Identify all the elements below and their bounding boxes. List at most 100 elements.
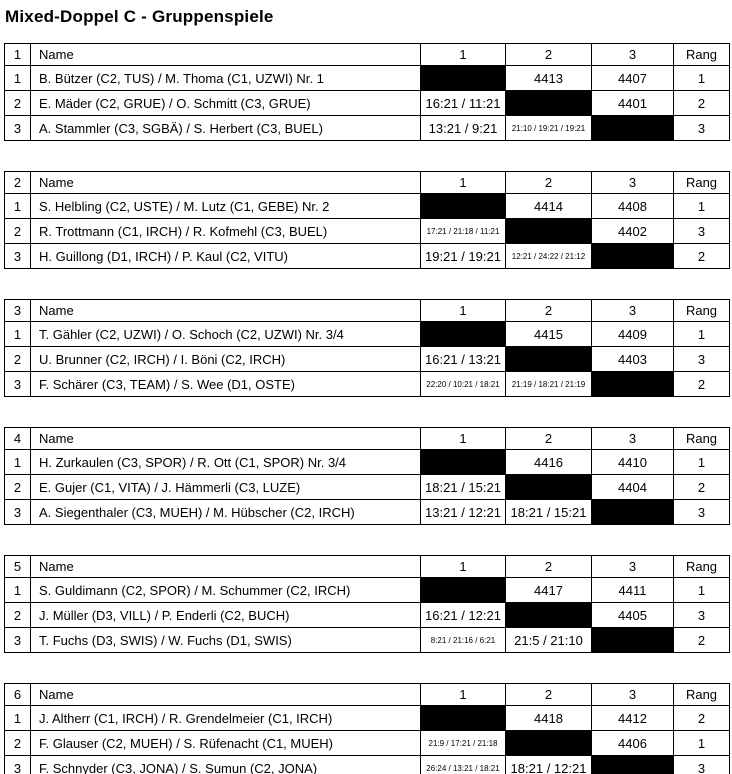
diagonal-black-cell: [505, 90, 592, 116]
player-names: S. Guldimann (C2, SPOR) / M. Schummer (C…: [30, 577, 421, 603]
col-header-name: Name: [30, 171, 421, 194]
group-number: 3: [4, 299, 31, 322]
result-cell: 4411: [591, 577, 674, 603]
row-number: 2: [4, 218, 31, 244]
rang-cell: 2: [673, 90, 730, 116]
row-number: 1: [4, 577, 31, 603]
table-row: 1 S. Helbling (C2, USTE) / M. Lutz (C1, G…: [4, 193, 730, 219]
player-names: B. Bützer (C2, TUS) / M. Thoma (C1, UZWI…: [30, 65, 421, 91]
group-header-row: 1 Name 1 2 3 Rang: [4, 43, 730, 66]
rang-cell: 2: [673, 705, 730, 731]
result-cell: 18:21 / 12:21: [505, 755, 592, 774]
result-cell: 4401: [591, 90, 674, 116]
col-header-2: 2: [505, 683, 592, 706]
diagonal-black-cell: [591, 115, 674, 141]
diagonal-black-cell: [505, 218, 592, 244]
group-header-row: 5 Name 1 2 3 Rang: [4, 555, 730, 578]
col-header-rang: Rang: [673, 43, 730, 66]
result-cell: 4406: [591, 730, 674, 756]
group-tables-container: 1 Name 1 2 3 Rang 1 B. Bützer (C2, TUS) / M. Th…: [0, 43, 732, 774]
result-cell: 4414: [505, 193, 592, 219]
group-number: 4: [4, 427, 31, 450]
rang-cell: 1: [673, 321, 730, 347]
rang-cell: 2: [673, 371, 730, 397]
group-header-row: 6 Name 1 2 3 Rang: [4, 683, 730, 706]
rang-cell: 3: [673, 602, 730, 628]
rang-cell: 3: [673, 346, 730, 372]
rang-cell: 1: [673, 577, 730, 603]
col-header-3: 3: [591, 427, 674, 450]
rang-cell: 1: [673, 730, 730, 756]
group-number: 1: [4, 43, 31, 66]
table-row: 3 A. Stammler (C3, SGBÄ) / S. Herbert (C3…: [4, 115, 730, 141]
table-row: 2 F. Glauser (C2, MUEH) / S. Rüfenacht (C…: [4, 730, 730, 756]
col-header-rang: Rang: [673, 683, 730, 706]
row-number: 3: [4, 371, 31, 397]
group-header-row: 4 Name 1 2 3 Rang: [4, 427, 730, 450]
table-row: 1 H. Zurkaulen (C3, SPOR) / R. Ott (C1, S…: [4, 449, 730, 475]
diagonal-black-cell: [420, 705, 506, 731]
player-names: U. Brunner (C2, IRCH) / I. Böni (C2, IRC…: [30, 346, 421, 372]
result-cell: 4407: [591, 65, 674, 91]
col-header-1: 1: [420, 171, 506, 194]
row-number: 3: [4, 243, 31, 269]
result-cell: 18:21 / 15:21: [420, 474, 506, 500]
result-cell: 4416: [505, 449, 592, 475]
col-header-name: Name: [30, 683, 421, 706]
diagonal-black-cell: [591, 627, 674, 653]
row-number: 1: [4, 705, 31, 731]
result-cell: 4413: [505, 65, 592, 91]
col-header-3: 3: [591, 555, 674, 578]
col-header-rang: Rang: [673, 171, 730, 194]
row-number: 3: [4, 627, 31, 653]
rang-cell: 1: [673, 193, 730, 219]
player-names: J. Müller (D3, VILL) / P. Enderli (C2, B…: [30, 602, 421, 628]
group-table-3: 3 Name 1 2 3 Rang 1 T. Gähler (C2, UZWI) / O. S…: [4, 299, 730, 397]
player-names: R. Trottmann (C1, IRCH) / R. Kofmehl (C3…: [30, 218, 421, 244]
result-cell: 4417: [505, 577, 592, 603]
rang-cell: 1: [673, 449, 730, 475]
result-cell: 4415: [505, 321, 592, 347]
page-title: Mixed-Doppel C - Gruppenspiele: [5, 7, 274, 26]
col-header-name: Name: [30, 555, 421, 578]
diagonal-black-cell: [505, 602, 592, 628]
result-cell: 22:20 / 10:21 / 18:21: [420, 371, 506, 397]
col-header-1: 1: [420, 683, 506, 706]
col-header-2: 2: [505, 299, 592, 322]
result-cell: 12:21 / 24:22 / 21:12: [505, 243, 592, 269]
col-header-3: 3: [591, 171, 674, 194]
diagonal-black-cell: [591, 499, 674, 525]
result-cell: 4402: [591, 218, 674, 244]
result-cell: 4418: [505, 705, 592, 731]
table-row: 3 F. Schärer (C3, TEAM) / S. Wee (D1, OST…: [4, 371, 730, 397]
col-header-1: 1: [420, 555, 506, 578]
table-row: 3 T. Fuchs (D3, SWIS) / W. Fuchs (D1, SWI…: [4, 627, 730, 653]
diagonal-black-cell: [505, 474, 592, 500]
result-cell: 19:21 / 19:21: [420, 243, 506, 269]
row-number: 2: [4, 730, 31, 756]
player-names: S. Helbling (C2, USTE) / M. Lutz (C1, GE…: [30, 193, 421, 219]
player-names: A. Siegenthaler (C3, MUEH) / M. Hübscher…: [30, 499, 421, 525]
row-number: 1: [4, 321, 31, 347]
group-header-row: 2 Name 1 2 3 Rang: [4, 171, 730, 194]
row-number: 3: [4, 755, 31, 774]
diagonal-black-cell: [420, 449, 506, 475]
player-names: A. Stammler (C3, SGBÄ) / S. Herbert (C3,…: [30, 115, 421, 141]
player-names: E. Gujer (C1, VITA) / J. Hämmerli (C3, L…: [30, 474, 421, 500]
col-header-2: 2: [505, 555, 592, 578]
col-header-2: 2: [505, 43, 592, 66]
row-number: 2: [4, 474, 31, 500]
col-header-name: Name: [30, 299, 421, 322]
group-number: 6: [4, 683, 31, 706]
col-header-rang: Rang: [673, 555, 730, 578]
table-row: 2 U. Brunner (C2, IRCH) / I. Böni (C2, IR…: [4, 346, 730, 372]
col-header-3: 3: [591, 43, 674, 66]
diagonal-black-cell: [420, 193, 506, 219]
row-number: 2: [4, 346, 31, 372]
rang-cell: 2: [673, 474, 730, 500]
col-header-rang: Rang: [673, 299, 730, 322]
group-header-row: 3 Name 1 2 3 Rang: [4, 299, 730, 322]
result-cell: 21:19 / 18:21 / 21:19: [505, 371, 592, 397]
diagonal-black-cell: [505, 730, 592, 756]
group-table-5: 5 Name 1 2 3 Rang 1 S. Guldimann (C2, SPOR) / M…: [4, 555, 730, 653]
